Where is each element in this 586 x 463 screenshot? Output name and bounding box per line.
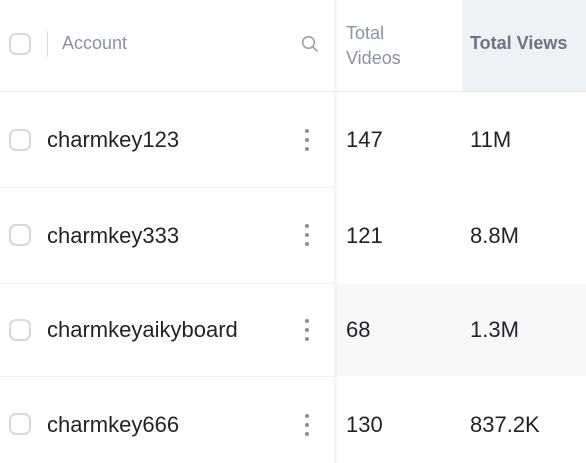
header-divider xyxy=(47,31,48,57)
total-videos-column-header[interactable]: Total Videos xyxy=(346,21,401,71)
select-all-checkbox[interactable] xyxy=(9,33,31,55)
sticky-column-shadow xyxy=(334,0,338,463)
account-name[interactable]: charmkey123 xyxy=(47,127,180,152)
total-videos-header-line1: Total xyxy=(346,23,385,43)
total-views-column-header[interactable]: Total Views xyxy=(470,33,568,53)
total-views-cell: 1.3M xyxy=(470,317,519,342)
more-vertical-icon[interactable] xyxy=(296,316,318,344)
row-checkbox[interactable] xyxy=(9,129,31,151)
header-divider-line xyxy=(0,91,586,92)
total-videos-cell: 121 xyxy=(346,223,383,248)
total-views-header-bg xyxy=(462,0,586,92)
search-icon[interactable] xyxy=(300,34,320,54)
total-videos-cell: 147 xyxy=(346,127,383,152)
row-divider xyxy=(0,376,336,377)
total-videos-cell: 130 xyxy=(346,412,383,437)
row-divider xyxy=(0,283,336,284)
row-divider xyxy=(0,187,336,188)
account-name[interactable]: charmkeyaikyboard xyxy=(47,317,238,342)
total-videos-header-line2: Videos xyxy=(346,48,401,68)
more-vertical-icon[interactable] xyxy=(296,411,318,439)
row-checkbox[interactable] xyxy=(9,224,31,246)
total-views-cell: 11M xyxy=(470,127,512,152)
row-checkbox[interactable] xyxy=(9,319,31,341)
account-name[interactable]: charmkey333 xyxy=(47,223,180,248)
total-videos-cell: 68 xyxy=(346,317,371,342)
account-name[interactable]: charmkey666 xyxy=(47,412,180,437)
total-views-cell: 837.2K xyxy=(470,412,540,437)
account-column-header[interactable]: Account xyxy=(62,33,128,53)
more-vertical-icon[interactable] xyxy=(296,221,318,249)
row-checkbox[interactable] xyxy=(9,413,31,435)
row-band-3 xyxy=(336,284,586,376)
total-views-cell: 8.8M xyxy=(470,223,519,248)
more-vertical-icon[interactable] xyxy=(296,126,318,154)
